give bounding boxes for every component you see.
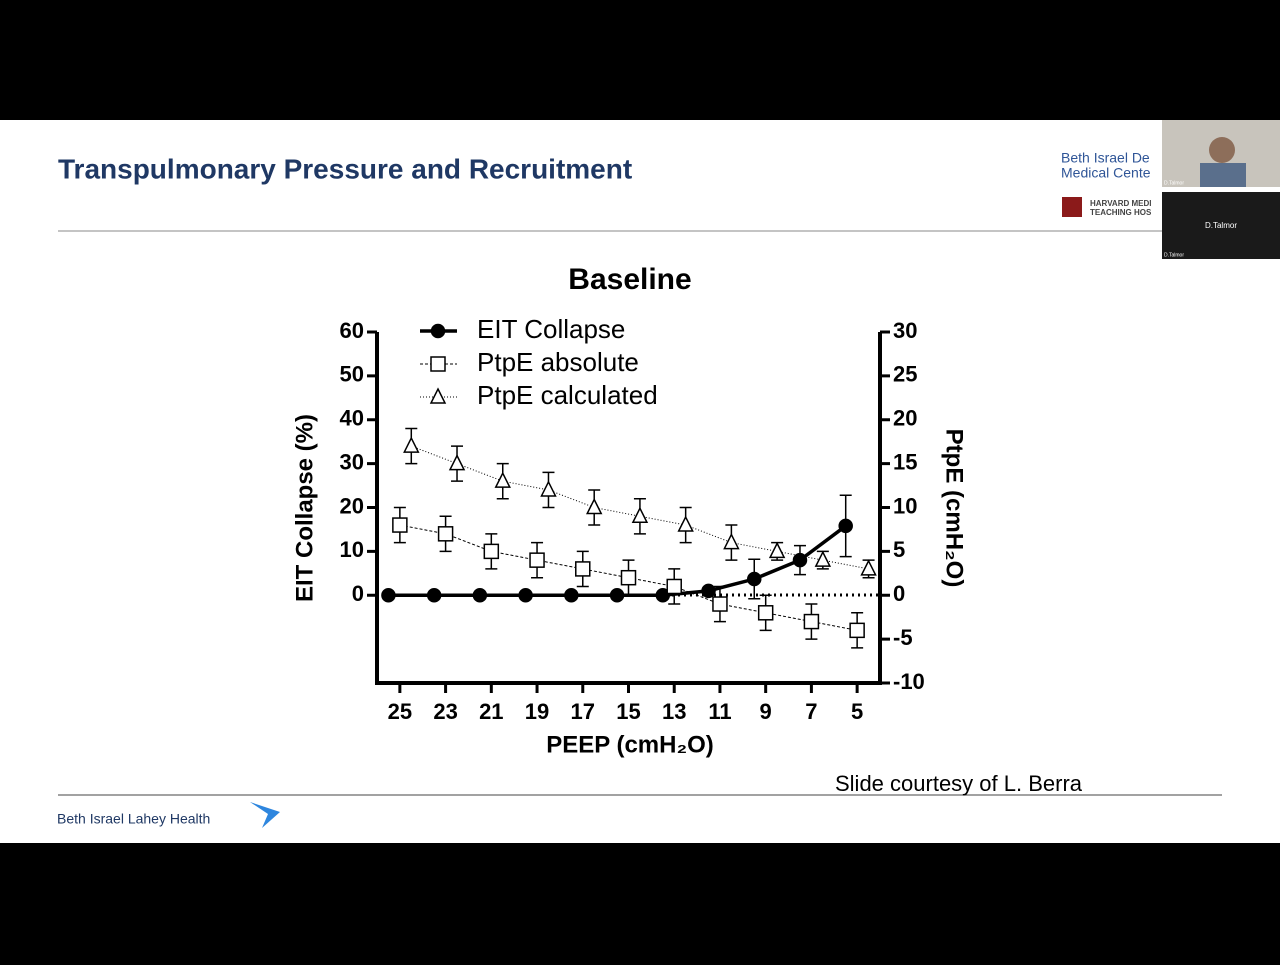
x-tick-label: 19: [525, 699, 549, 724]
y2-tick-label: 20: [893, 406, 917, 431]
point: [757, 605, 774, 621]
point: [803, 613, 820, 630]
y-axis-title: EIT Collapse (%): [291, 414, 318, 602]
y2-tick-label: 0: [893, 581, 905, 606]
point: [655, 588, 671, 603]
point: [483, 543, 500, 560]
y2-axis-title: PtpE (cmH₂O): [941, 429, 968, 588]
video-name: D.Talmor: [1164, 180, 1184, 186]
point: [768, 541, 786, 559]
chart-title: Baseline: [568, 263, 691, 296]
x-tick-label: 13: [662, 699, 686, 724]
y2-tick-label: 25: [893, 362, 917, 387]
point: [426, 588, 442, 603]
x-tick-label: 5: [851, 699, 863, 724]
logo-text: Medical Cente: [1061, 165, 1151, 181]
point: [792, 552, 808, 568]
point: [564, 588, 579, 603]
x-axis-title: PEEP (cmH₂O): [546, 731, 714, 758]
point: [723, 532, 740, 550]
legend-label: PtpE absolute: [477, 347, 639, 377]
point: [403, 436, 420, 453]
point: [585, 497, 603, 515]
point: [540, 480, 557, 497]
point: [666, 578, 682, 595]
logo-text: Beth Israel De: [1061, 150, 1150, 166]
harvard-shield: [1062, 197, 1082, 217]
point: [392, 517, 408, 533]
y-tick-label: 10: [340, 537, 364, 562]
y-tick-label: 30: [340, 449, 364, 474]
x-tick-label: 15: [616, 699, 640, 724]
video-name: D.Talmor: [1164, 252, 1184, 258]
x-tick-label: 17: [571, 699, 595, 724]
point: [437, 526, 454, 542]
legend-marker: [429, 387, 447, 404]
video-tile[interactable]: [1162, 192, 1280, 259]
y2-tick-label: 15: [893, 449, 917, 474]
x-tick-label: 11: [708, 699, 731, 724]
x-tick-label: 9: [760, 699, 772, 724]
y2-tick-label: 30: [893, 318, 917, 343]
point: [747, 571, 762, 587]
point: [838, 518, 853, 534]
logo-text: TEACHING HOS: [1090, 208, 1152, 217]
x-tick-label: 21: [479, 699, 503, 724]
point: [448, 453, 466, 471]
video-name: D.Talmor: [1205, 221, 1237, 230]
credit: Slide courtesy of L. Berra: [835, 771, 1083, 796]
y2-tick-label: -5: [893, 625, 913, 650]
point: [849, 622, 865, 639]
y2-tick-label: 5: [893, 537, 905, 562]
point: [620, 569, 637, 586]
point: [518, 588, 533, 603]
y-tick-label: 40: [340, 406, 364, 431]
point: [575, 561, 591, 577]
legend-marker: [430, 323, 446, 339]
y-tick-label: 0: [352, 581, 364, 606]
chart: Baseline PEEP (cmH₂O) EIT Collapse (%) P…: [291, 263, 967, 758]
point: [472, 588, 488, 603]
point: [677, 515, 694, 532]
slide-title: Transpulmonary Pressure and Recruitment: [58, 153, 632, 184]
x-tick-label: 25: [388, 699, 412, 724]
point: [814, 550, 832, 567]
legend-label: PtpE calculated: [477, 380, 658, 410]
point: [631, 506, 649, 524]
point: [712, 596, 728, 612]
y-tick-label: 20: [340, 493, 364, 518]
slide: [0, 120, 1280, 843]
y-tick-label: 60: [340, 318, 364, 343]
logo-text: HARVARD MEDI: [1090, 199, 1151, 208]
y-tick-label: 50: [340, 362, 364, 387]
person: [1200, 163, 1246, 187]
point: [494, 471, 511, 488]
y2-tick-label: -10: [893, 669, 925, 694]
x-tick-label: 23: [433, 699, 457, 724]
point: [701, 583, 716, 599]
legend-label: EIT Collapse: [477, 314, 625, 344]
footer-bird: [250, 802, 280, 828]
legend-marker: [430, 356, 446, 372]
x-tick-label: 7: [805, 699, 817, 724]
person: [1209, 137, 1235, 163]
point: [381, 588, 396, 603]
point: [609, 588, 625, 603]
footer-logo: Beth Israel Lahey Health: [57, 811, 210, 827]
point: [529, 552, 545, 568]
y2-tick-label: 10: [893, 493, 917, 518]
point: [860, 559, 877, 576]
